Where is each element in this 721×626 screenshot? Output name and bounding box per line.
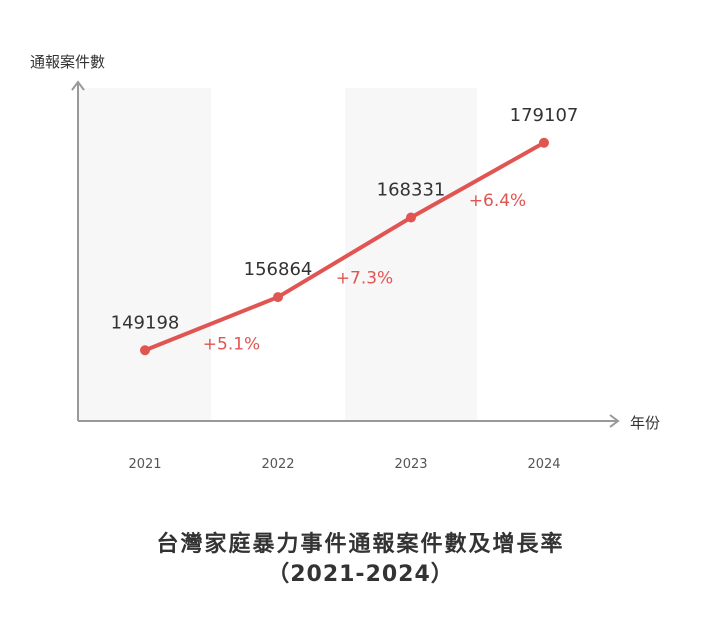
x-tick-label-2024: 2024 bbox=[527, 457, 560, 472]
x-tick-label-2021: 2021 bbox=[128, 457, 161, 472]
x-tick-label-2022: 2022 bbox=[261, 457, 294, 472]
band-2023 bbox=[345, 88, 477, 421]
series-line bbox=[143, 140, 546, 353]
value-label-2022: 156864 bbox=[244, 259, 313, 280]
data-point-2024 bbox=[539, 137, 549, 148]
value-label-2023: 168331 bbox=[377, 180, 446, 201]
chart-subtitle: （2021-2024） bbox=[267, 562, 454, 587]
data-point-2021 bbox=[140, 345, 150, 356]
x-axis-arrow bbox=[609, 414, 620, 428]
y-axis-label: 通報案件數 bbox=[30, 53, 105, 71]
value-label-2024: 179107 bbox=[510, 105, 579, 126]
growth-label-1: +5.1% bbox=[203, 335, 260, 355]
growth-label-2: +7.3% bbox=[336, 268, 393, 288]
value-label-2021: 149198 bbox=[111, 312, 180, 333]
band-2021 bbox=[79, 88, 211, 421]
x-tick-label-2023: 2023 bbox=[394, 457, 427, 472]
growth-label-3: +6.4% bbox=[469, 191, 526, 211]
y-axis-arrow bbox=[71, 80, 85, 91]
x-axis-label: 年份 bbox=[630, 414, 660, 432]
data-point-2023 bbox=[406, 212, 416, 223]
data-point-2022 bbox=[273, 292, 283, 303]
chart-title: 台灣家庭暴力事件通報案件數及增長率 bbox=[156, 532, 565, 557]
